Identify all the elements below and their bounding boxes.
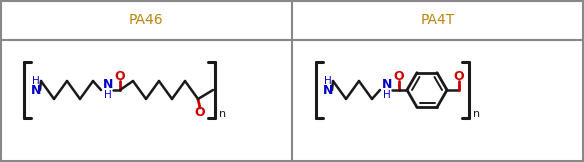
Text: N: N — [323, 85, 333, 98]
Text: N: N — [103, 79, 113, 92]
Text: H: H — [324, 76, 332, 86]
Text: O: O — [114, 69, 126, 82]
Text: PA46: PA46 — [128, 13, 164, 27]
Text: N: N — [31, 85, 41, 98]
Text: H: H — [383, 90, 391, 100]
Text: n: n — [220, 109, 227, 119]
Text: O: O — [454, 69, 464, 82]
Text: n: n — [474, 109, 481, 119]
Text: N: N — [382, 79, 392, 92]
Text: O: O — [394, 69, 404, 82]
Text: H: H — [32, 76, 40, 86]
Text: PA4T: PA4T — [421, 13, 455, 27]
Text: O: O — [194, 106, 206, 120]
Text: H: H — [104, 90, 112, 100]
